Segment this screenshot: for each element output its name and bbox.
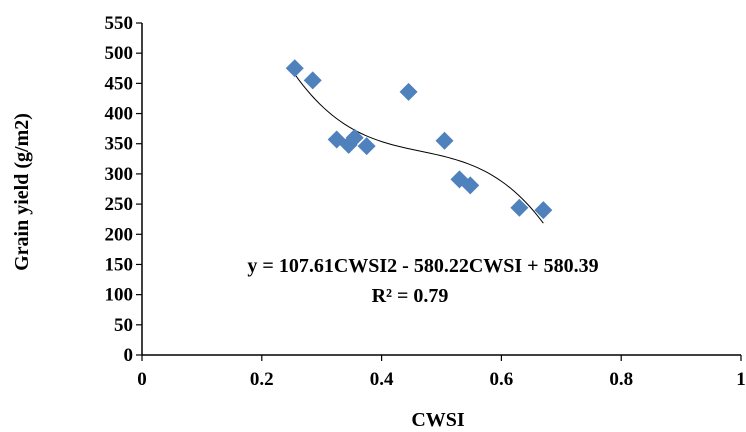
x-tick-label: 0 [137,369,147,390]
tick-labels: 0 50 100 150 200 250 300 350 400 450 500 550 0 0.2 0.4… [105,13,746,390]
x-tick-label: 0.2 [250,369,274,390]
y-tick-label: 50 [114,315,133,336]
y-tick-label: 500 [105,43,134,64]
data-point [345,128,364,147]
y-tick-label: 350 [105,134,134,155]
data-point [435,131,454,150]
data-point [399,82,418,101]
data-point [461,176,480,195]
y-tick-label: 250 [105,194,134,215]
data-points [285,59,553,220]
y-tick-label: 300 [105,164,134,185]
data-point [510,198,529,217]
y-tick-label: 550 [105,13,134,34]
y-tick-label: 400 [105,104,134,125]
trendline-equation: y = 107.61CWSI2 - 580.22CWSI + 580.39 [247,255,598,277]
y-tick-label: 150 [105,254,134,275]
x-tick-label: 0.4 [370,369,394,390]
data-point [285,59,304,78]
y-tick-label: 200 [105,224,134,245]
axes [136,22,742,361]
y-axis-title: Grain yield (g/m2) [11,113,33,271]
x-tick-label: 0.8 [609,369,633,390]
data-point [303,71,322,90]
x-axis-title: CWSI [411,409,465,431]
data-point [534,201,553,220]
y-tick-label: 0 [124,345,134,366]
x-tick-label: 1 [736,369,746,390]
data-point [357,137,376,156]
y-tick-label: 100 [105,285,134,306]
r-squared-label: R² = 0.79 [372,285,449,307]
x-tick-label: 0.6 [490,369,514,390]
trendline-group [294,73,544,224]
trendline [294,73,544,224]
y-tick-label: 450 [105,73,134,94]
